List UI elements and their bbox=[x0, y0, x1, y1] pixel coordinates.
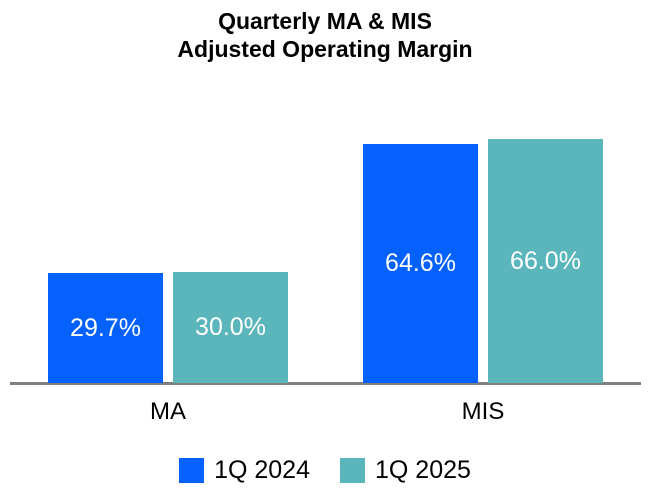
chart-title-line-2: Adjusted Operating Margin bbox=[177, 36, 473, 62]
legend-swatch-1q-2024 bbox=[179, 458, 205, 483]
chart-title: Quarterly MA & MIS Adjusted Operating Ma… bbox=[0, 7, 650, 63]
bar-mis-1q-2024: 64.6% bbox=[363, 144, 478, 383]
bar-ma-1q-2024: 29.7% bbox=[48, 273, 163, 383]
bar-value-label: 64.6% bbox=[385, 249, 456, 277]
legend-item-1q-2025: 1Q 2025 bbox=[340, 456, 471, 485]
legend: 1Q 2024 1Q 2025 bbox=[0, 456, 650, 485]
category-label-ma: MA bbox=[150, 398, 186, 425]
bar-mis-1q-2025: 66.0% bbox=[488, 139, 603, 383]
legend-swatch-1q-2025 bbox=[340, 458, 365, 483]
legend-item-1q-2024: 1Q 2024 bbox=[179, 456, 310, 485]
x-axis-line bbox=[10, 382, 641, 385]
bar-value-label: 30.0% bbox=[195, 313, 266, 341]
legend-label-1q-2025: 1Q 2025 bbox=[375, 456, 471, 484]
legend-label-1q-2024: 1Q 2024 bbox=[214, 456, 310, 484]
chart-title-line-1: Quarterly MA & MIS bbox=[218, 8, 432, 34]
category-label-mis: MIS bbox=[461, 398, 505, 425]
bar-value-label: 66.0% bbox=[510, 246, 581, 275]
bar-value-label: 29.7% bbox=[70, 313, 141, 342]
bar-ma-1q-2025: 30.0% bbox=[173, 272, 288, 383]
